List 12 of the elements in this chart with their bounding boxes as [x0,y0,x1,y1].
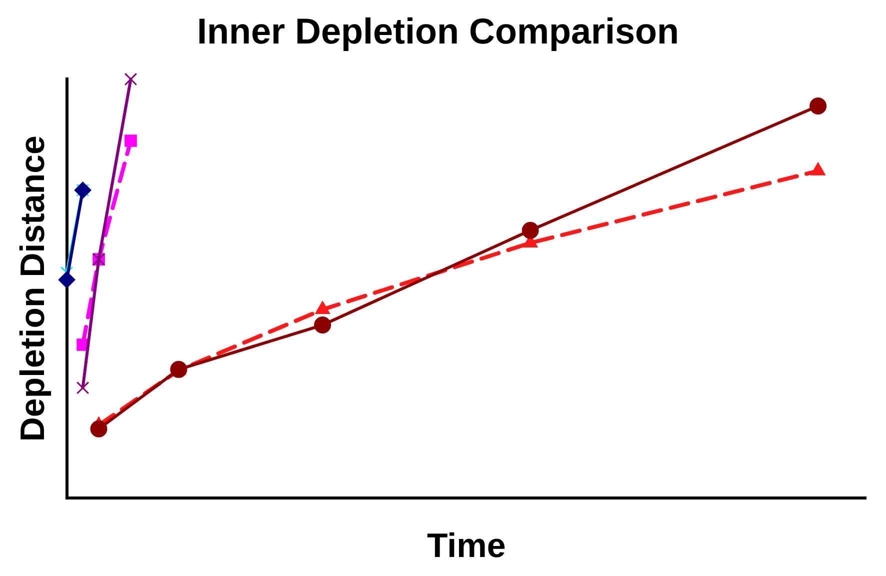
chart-title: Inner Depletion Comparison [196,10,680,52]
point [170,360,188,378]
point [314,316,332,334]
point [522,222,539,239]
x-axis-title: Time [427,526,506,565]
point [58,271,76,288]
point [124,72,138,86]
point [90,420,108,438]
point [76,381,90,394]
point [124,134,137,147]
y-axis-title: Depletion Distance [14,136,52,442]
point [810,98,827,115]
